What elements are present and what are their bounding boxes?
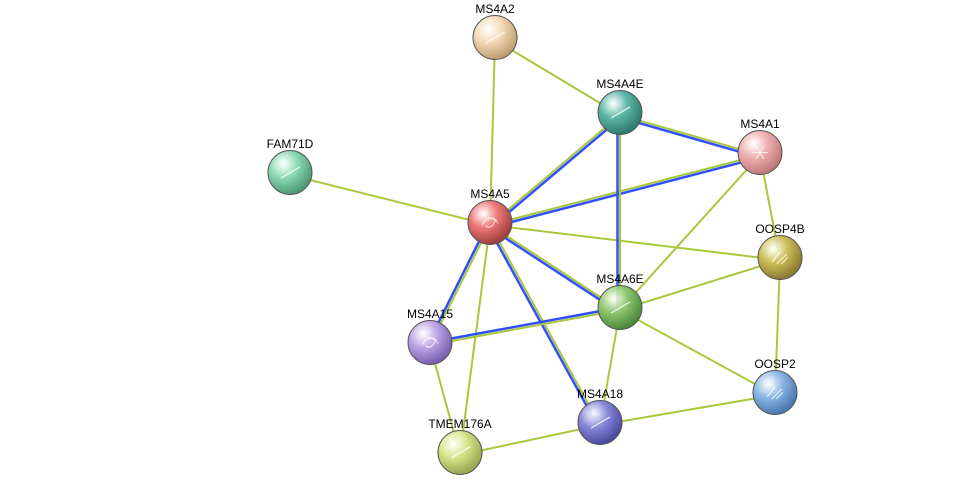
edge-blue xyxy=(619,117,759,157)
edge-green xyxy=(430,345,460,455)
edge-green xyxy=(430,225,490,345)
edge-blue xyxy=(488,226,598,426)
edge-green xyxy=(760,155,780,260)
edge-green xyxy=(460,425,600,455)
edge-green xyxy=(490,225,600,425)
edge-green xyxy=(620,115,760,155)
edge-green xyxy=(430,310,620,345)
edge-blue xyxy=(430,308,620,343)
edge-green xyxy=(490,40,495,225)
edge-green xyxy=(600,310,620,425)
edge-blue xyxy=(428,224,488,344)
edge-green xyxy=(620,310,775,395)
edge-green xyxy=(495,40,620,115)
edge-green xyxy=(620,260,780,310)
edge-green xyxy=(775,260,780,395)
network-graph: MS4A5MS4A2MS4A4EMS4A1FAM71DOOSP4BMS4A6EM… xyxy=(0,0,975,500)
edge-blue xyxy=(489,227,619,312)
edge-layer xyxy=(0,0,975,500)
edge-green xyxy=(290,175,490,225)
edge-green xyxy=(620,155,760,310)
edge-green xyxy=(490,225,780,260)
edge-green xyxy=(600,395,775,425)
edge-green xyxy=(460,225,490,455)
